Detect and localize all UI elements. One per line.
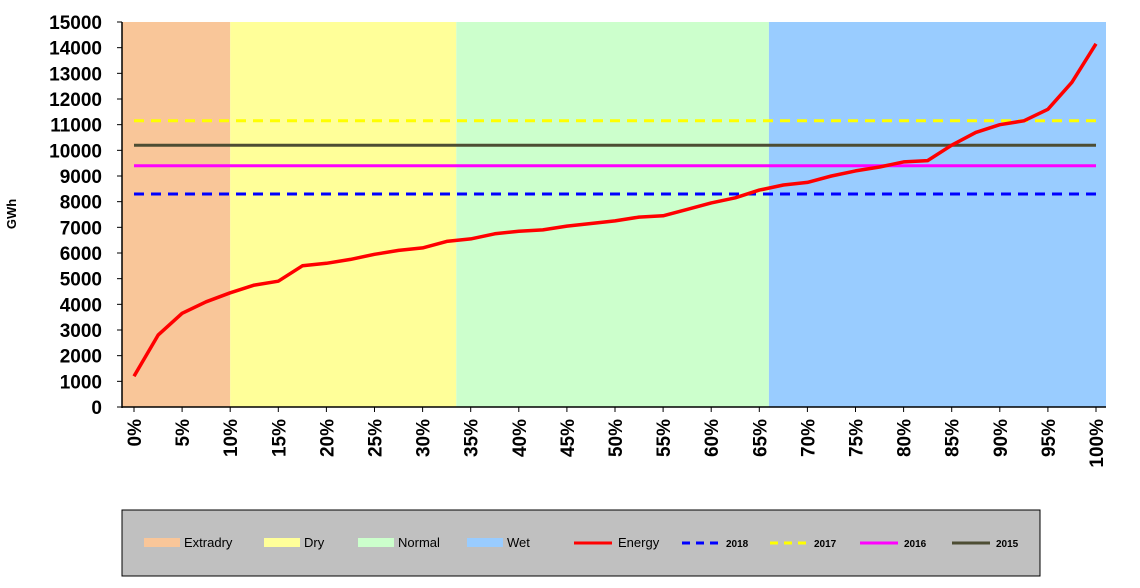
x-tick-label: 10% (221, 419, 242, 457)
x-tick-label: 80% (895, 419, 916, 457)
y-tick-label: 13000 (49, 64, 102, 85)
background-bands (122, 22, 1106, 407)
x-tick-label: 30% (414, 419, 435, 457)
x-tick-label: 55% (654, 419, 675, 457)
y-tick-label: 9000 (60, 167, 102, 188)
legend-swatch-normal (358, 538, 394, 547)
x-tick-label: 5% (173, 419, 194, 447)
y-tick-label: 7000 (60, 218, 102, 239)
y-tick-label: 2000 (60, 347, 102, 368)
y-tick-label: 3000 (60, 321, 102, 342)
legend-swatch-dry (264, 538, 300, 547)
legend-label-energy: Energy (618, 535, 660, 550)
band-wet (768, 22, 1106, 407)
y-tick-label: 14000 (49, 39, 102, 60)
x-tick-label: 50% (606, 419, 627, 457)
y-tick-label: 11000 (50, 116, 102, 137)
x-tick-label: 45% (558, 419, 579, 457)
x-tick-label: 35% (462, 419, 483, 457)
x-tick-label: 90% (991, 419, 1012, 457)
y-axis-label: GWh (4, 199, 19, 229)
legend-label-2018: 2018 (726, 539, 749, 550)
y-tick-label: 10000 (49, 141, 102, 162)
y-tick-labels: 0 1000 2000 3000 4000 5000 6000 7000 8000 9000 100… (49, 13, 122, 419)
x-tick-label: 100% (1087, 419, 1108, 468)
x-tick-label: 0% (125, 419, 146, 447)
x-tick-label: 65% (750, 419, 771, 457)
legend-label-wet: Wet (507, 535, 530, 550)
y-tick-label: 5000 (60, 270, 102, 291)
y-tick-label: 4000 (60, 295, 102, 316)
legend-swatch-extradry (144, 538, 180, 547)
x-tick-label: 95% (1039, 419, 1060, 457)
legend-label-2016: 2016 (904, 539, 927, 550)
series-lines (132, 42, 1098, 378)
x-tick-labels: 0% 5% 10% 15% 20% 25% 30% 35% 40% 45% 50% 55% 60% 65%… (125, 407, 1108, 468)
legend-swatch-wet (467, 538, 503, 547)
y-tick-label: 12000 (49, 90, 102, 111)
x-tick-label: 25% (366, 419, 387, 457)
legend-label-normal: Normal (398, 535, 440, 550)
x-tick-label: 70% (798, 419, 819, 457)
axes (121, 22, 1106, 408)
y-tick-label: 15000 (49, 13, 102, 34)
band-normal (456, 22, 769, 407)
legend-label-2017: 2017 (814, 539, 837, 550)
x-tick-label: 75% (847, 419, 868, 457)
legend-label-2015: 2015 (996, 539, 1019, 550)
band-extradry (122, 22, 231, 407)
x-tick-label: 20% (317, 419, 338, 457)
x-tick-label: 15% (269, 419, 290, 457)
x-tick-label: 85% (943, 419, 964, 457)
y-tick-label: 8000 (60, 193, 102, 214)
series-energy (132, 42, 1098, 378)
y-tick-label: 1000 (60, 372, 102, 393)
y-tick-label: 0 (91, 398, 102, 419)
x-tick-label: 40% (510, 419, 531, 457)
legend-label-dry: Dry (304, 535, 325, 550)
legend-label-extradry: Extradry (184, 535, 233, 550)
band-dry (230, 22, 457, 407)
legend: Extradry Dry Normal Wet Energy 2018 2017 2016 20… (121, 509, 1041, 577)
y-tick-label: 6000 (60, 244, 102, 265)
x-tick-label: 60% (702, 419, 723, 457)
